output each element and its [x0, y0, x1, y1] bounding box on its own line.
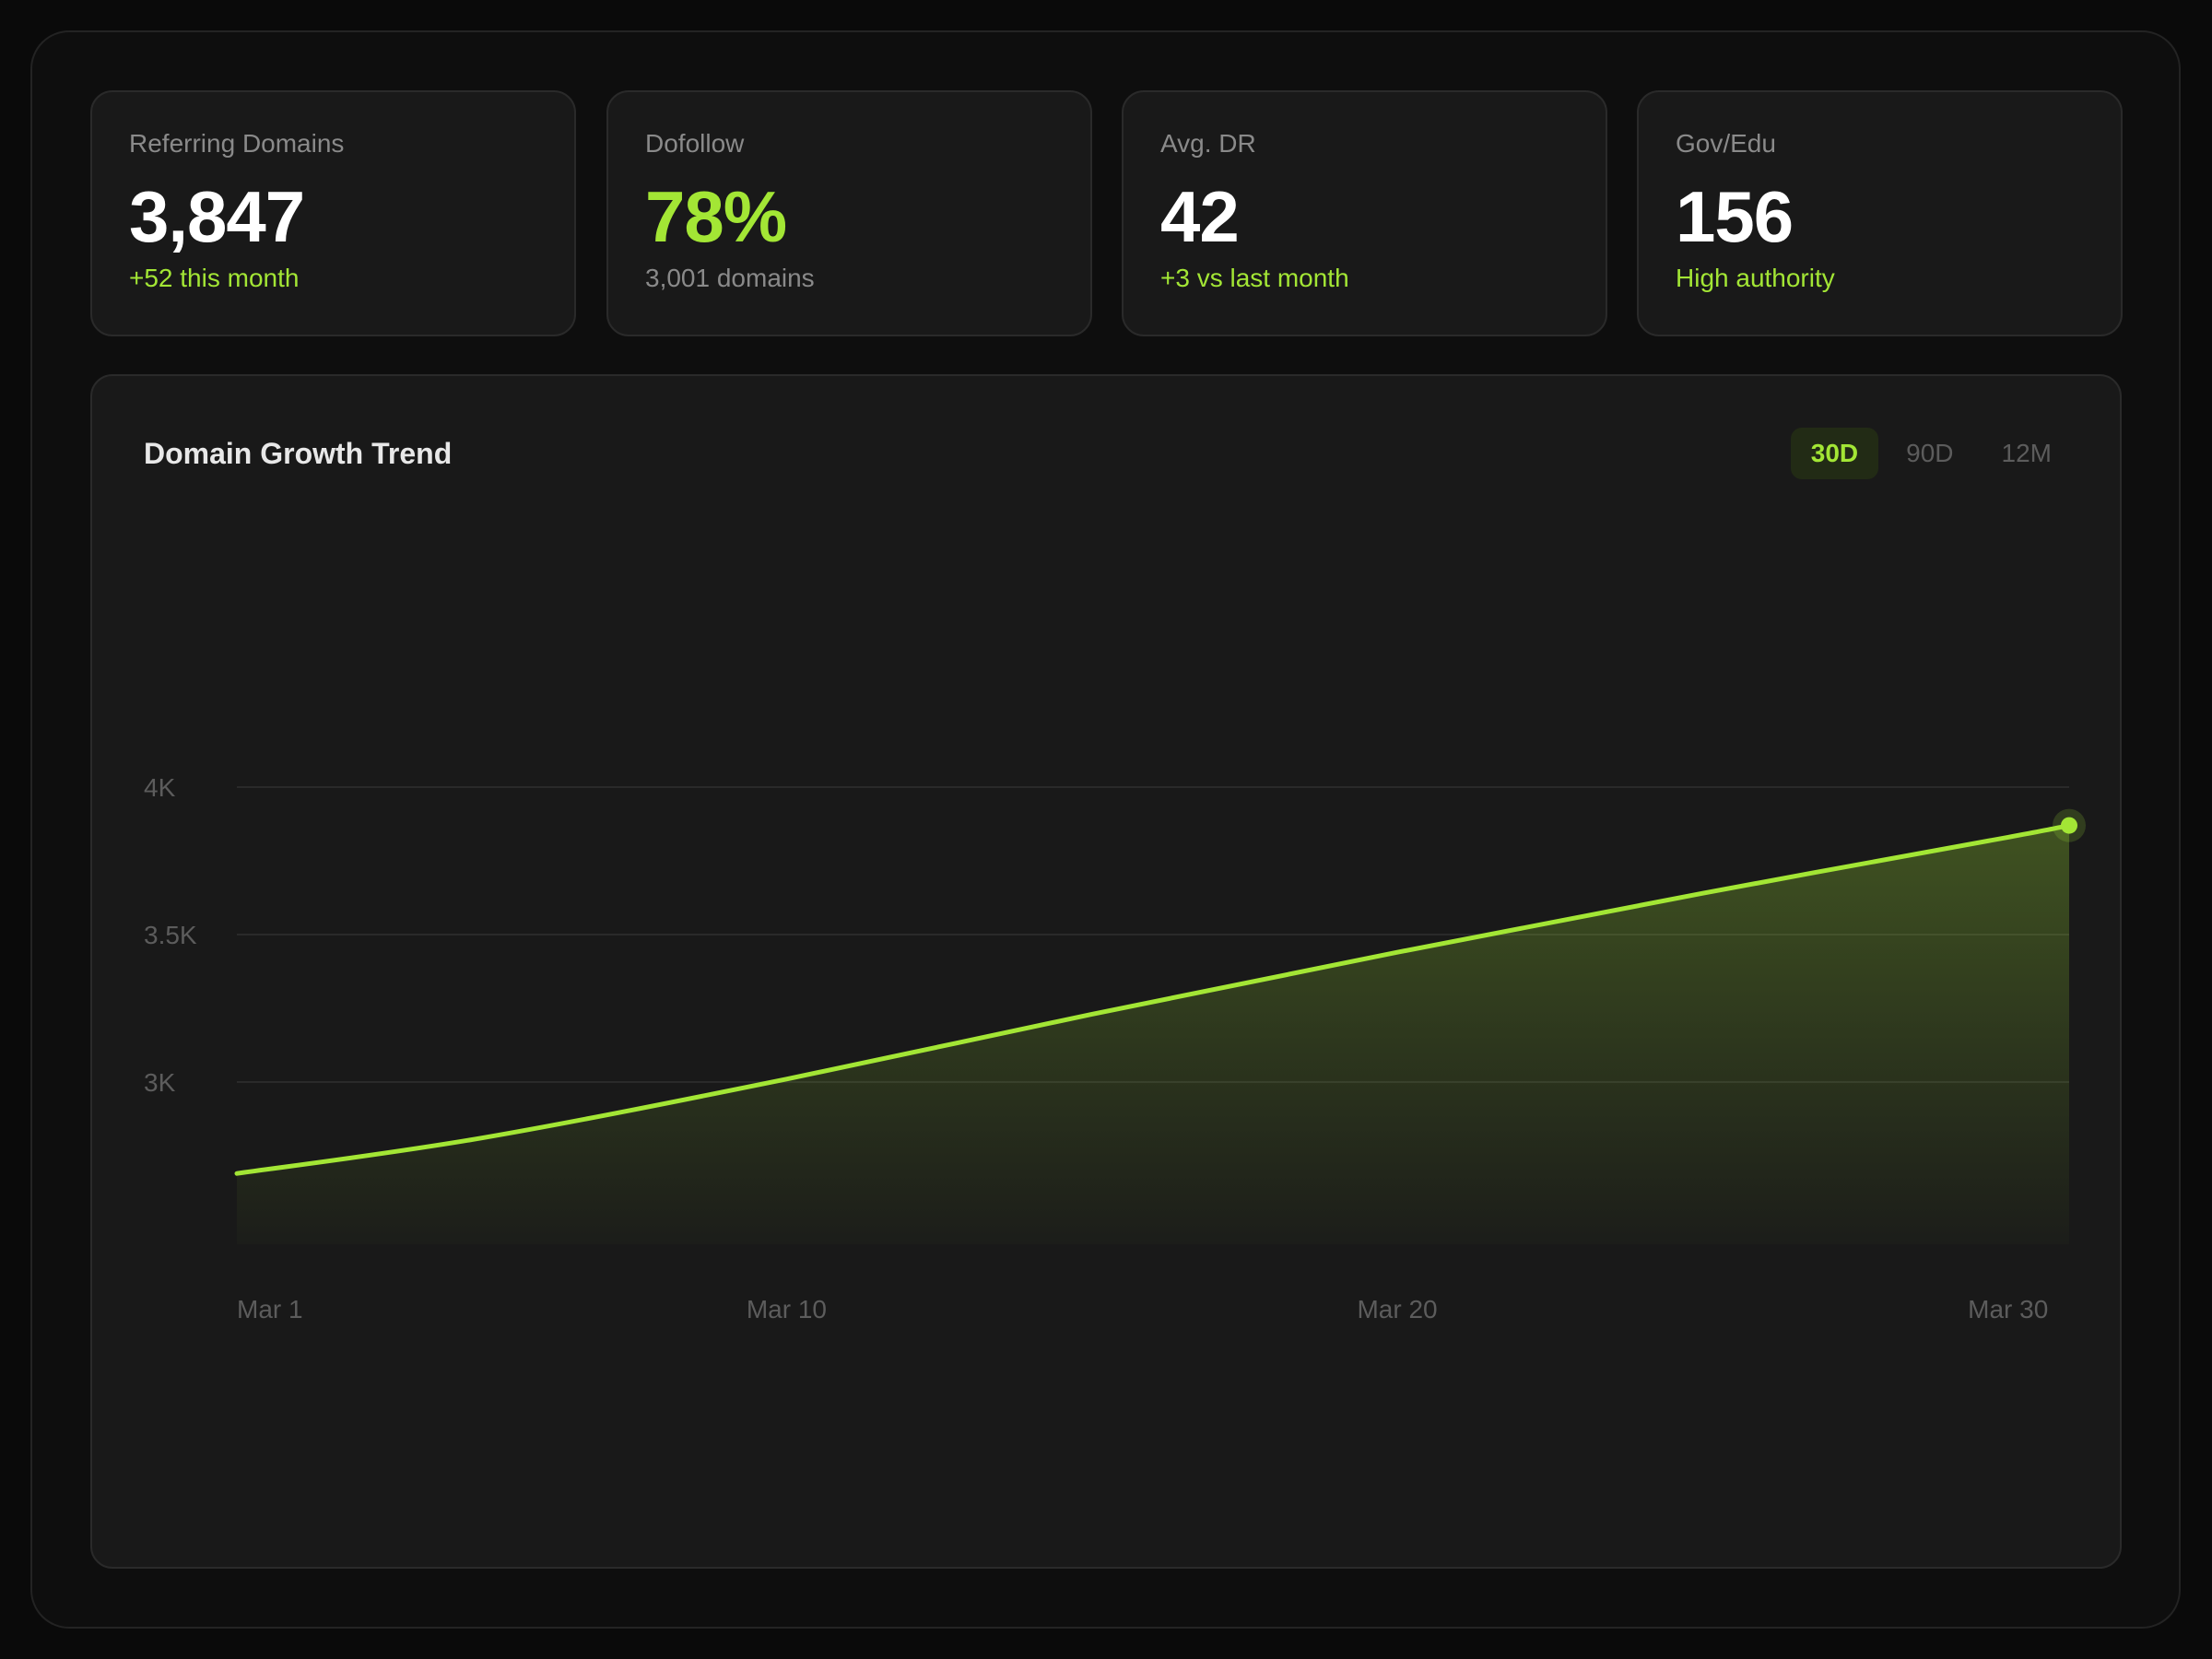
stat-value: 42 [1160, 176, 1240, 257]
stat-change: +52 this month [129, 264, 300, 292]
range-tab-12m[interactable]: 12M [2001, 439, 2052, 467]
y-tick-label: 3K [144, 1068, 176, 1097]
stat-change: +3 vs last month [1160, 264, 1349, 292]
area-fill [237, 825, 2069, 1244]
stat-value: 156 [1676, 176, 1794, 257]
range-tab-90d[interactable]: 90D [1906, 439, 1954, 467]
x-tick-label: Mar 1 [237, 1295, 303, 1324]
x-tick-label: Mar 20 [1357, 1295, 1437, 1324]
stat-label: Avg. DR [1160, 129, 1256, 158]
stat-label: Gov/Edu [1676, 129, 1776, 158]
stat-value: 78% [645, 176, 787, 257]
growth-area-chart: 3K 3.5K 4K Mar 1 Mar 10 Mar 20 Mar 30 [144, 773, 2086, 1324]
x-tick-label: Mar 10 [747, 1295, 827, 1324]
stat-value: 3,847 [129, 176, 305, 257]
y-tick-label: 3.5K [144, 921, 197, 949]
chart-title: Domain Growth Trend [144, 437, 453, 470]
domain-growth-chart-card: Domain Growth Trend 30D 90D 12M 3K 3.5K 4K… [90, 374, 2122, 1569]
stat-card-dofollow: Dofollow 78% 3,001 domains [606, 90, 1092, 336]
stat-card-referring-domains: Referring Domains 3,847 +52 this month [90, 90, 576, 336]
stat-card-avg-dr: Avg. DR 42 +3 vs last month [1122, 90, 1607, 336]
stat-detail: 3,001 domains [645, 264, 815, 292]
stat-card-gov-edu: Gov/Edu 156 High authority [1637, 90, 2123, 336]
stat-label: Dofollow [645, 129, 745, 158]
range-tabs: 30D 90D 12M [1790, 428, 2072, 479]
stat-detail: High authority [1676, 264, 1835, 292]
y-tick-label: 4K [144, 773, 176, 802]
range-tab-30d[interactable]: 30D [1790, 428, 1879, 479]
series-line [234, 823, 2072, 1176]
stat-label: Referring Domains [129, 129, 345, 158]
end-marker-point [2061, 817, 2077, 834]
x-tick-label: Mar 30 [1968, 1295, 2048, 1324]
